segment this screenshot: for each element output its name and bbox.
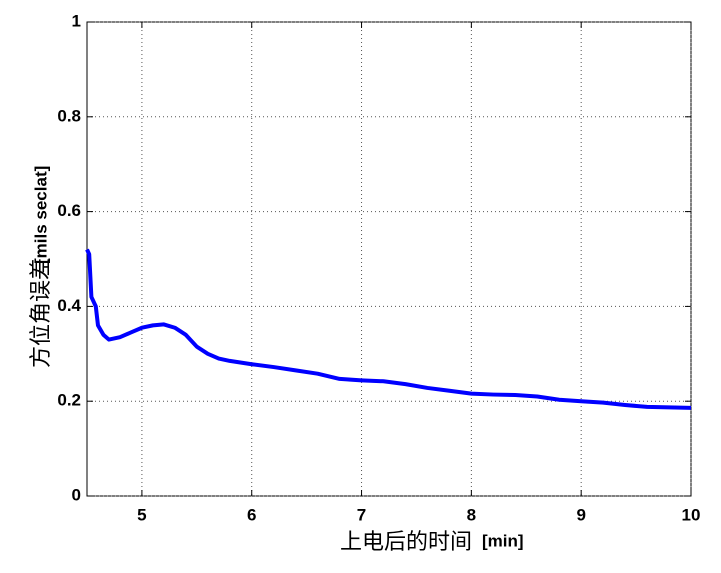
y-tick-label: 1 [72,11,81,30]
y-tick-label: 0.6 [57,201,81,220]
x-axis-label: 上电后的时间 [340,530,472,555]
x-tick-label: 6 [247,505,256,524]
x-tick-label: 9 [576,505,585,524]
y-axis-label: 方位角误差 [29,258,54,368]
y-tick-label: 0 [72,485,81,504]
y-axis-unit: [mils seclat] [31,166,50,264]
x-axis-unit: [min] [482,531,524,550]
y-tick-label: 0.2 [57,391,81,410]
x-tick-label: 5 [137,505,146,524]
data-line [85,248,692,410]
x-tick-label: 10 [682,505,701,524]
y-tick-label: 0.4 [57,296,81,315]
x-tick-label: 7 [357,505,366,524]
y-tick-label: 0.8 [57,106,81,125]
x-tick-label: 8 [467,505,476,524]
plot-frame [86,21,692,497]
